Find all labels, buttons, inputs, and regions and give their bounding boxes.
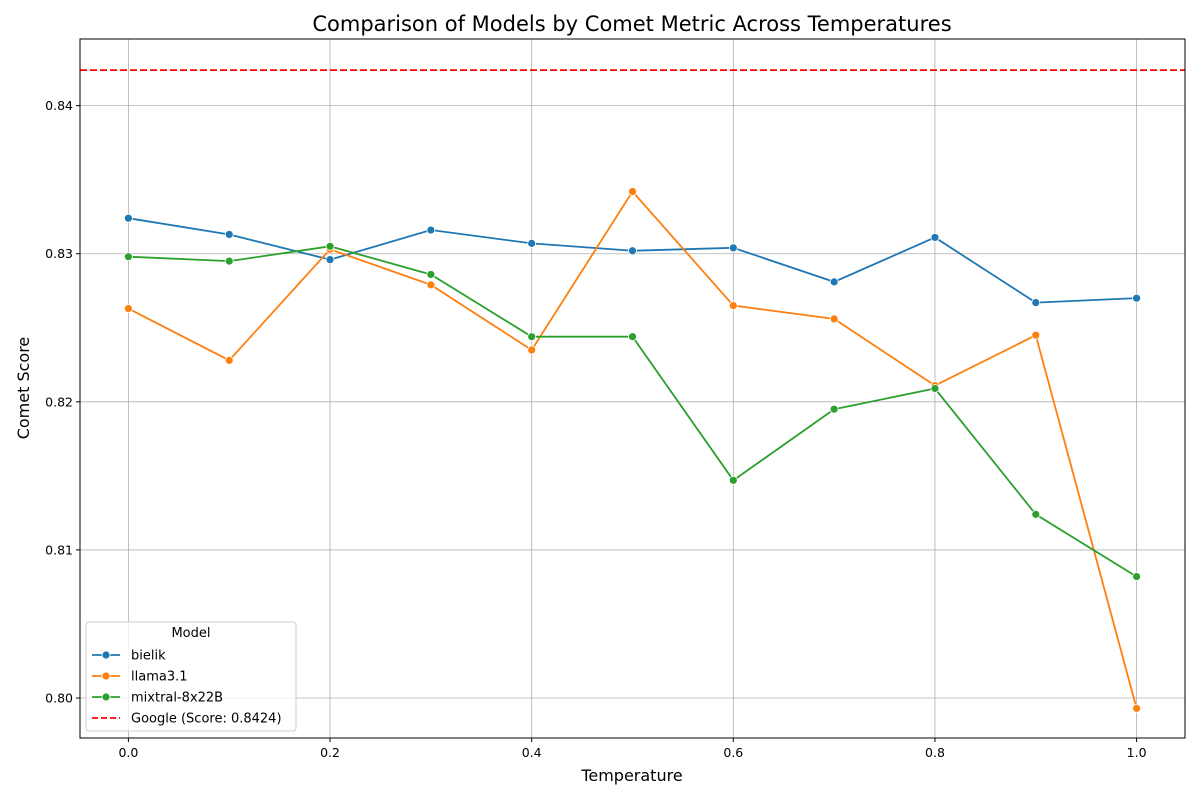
series-line-bielik [128, 217, 1137, 304]
data-point-mixtral-8x22B [426, 270, 436, 279]
legend-marker [101, 650, 111, 660]
data-point-bielik [325, 255, 335, 265]
x-tick-label: 0.6 [723, 745, 743, 760]
x-axis-label: Temperature [580, 766, 682, 785]
data-point-mixtral-8x22B [325, 241, 335, 251]
x-tick-label: 0.8 [925, 745, 945, 760]
chart-title: Comparison of Models by Comet Metric Acr… [312, 12, 951, 36]
y-axis-label: Comet Score [14, 337, 33, 440]
x-tick-label: 0.4 [522, 745, 542, 760]
y-tick-label: 0.82 [45, 394, 73, 409]
y-tick-label: 0.83 [45, 246, 73, 261]
data-point-mixtral-8x22B [527, 332, 537, 342]
data-point-llama3.1 [628, 187, 637, 196]
plot-frame [79, 38, 1186, 739]
data-point-llama3.1 [829, 314, 839, 324]
legend-box [85, 621, 297, 732]
data-point-llama3.1 [426, 280, 436, 290]
data-point-bielik [527, 238, 537, 248]
legend-label: Google (Score: 0.8424) [131, 712, 282, 727]
data-point-mixtral-8x22B [728, 475, 738, 485]
legend-item-llama3.1: llama3.1 [92, 670, 188, 685]
data-point-mixtral-8x22B [930, 384, 940, 393]
data-point-bielik [123, 213, 133, 223]
series-line-mixtral-8x22B [128, 245, 1138, 578]
y-axis: 0.80 0.81 0.82 0.83 0.84 [45, 98, 80, 706]
data-point-llama3.1 [123, 304, 133, 313]
legend-item-google: Google (Score: 0.8424) [92, 712, 282, 727]
data-point-llama3.1 [527, 345, 537, 355]
x-axis: 0.0 0.2 0.4 0.6 0.8 1.0 [118, 738, 1147, 760]
series-layer [123, 187, 1142, 713]
data-point-mixtral-8x22B [829, 404, 839, 414]
data-point-mixtral-8x22B [1132, 572, 1142, 581]
data-point-llama3.1 [1132, 703, 1142, 713]
data-point-bielik [728, 243, 738, 253]
data-point-llama3.1 [728, 301, 738, 310]
x-tick-label: 0.0 [118, 745, 138, 760]
data-point-mixtral-8x22B [224, 256, 234, 266]
legend-item-bielik: bielik [92, 649, 166, 664]
data-point-bielik [426, 225, 436, 235]
legend-label: mixtral-8x22B [131, 691, 223, 706]
data-point-llama3.1 [1031, 330, 1041, 340]
series-mixtral-8x22B [123, 241, 1142, 581]
y-tick-label: 0.81 [45, 542, 73, 557]
x-tick-label: 1.0 [1127, 745, 1147, 760]
data-point-bielik [1132, 293, 1142, 303]
legend-title: Model [171, 626, 210, 641]
data-point-mixtral-8x22B [123, 252, 133, 262]
data-point-bielik [224, 230, 234, 239]
data-point-llama3.1 [224, 355, 234, 365]
y-tick-label: 0.84 [45, 98, 73, 113]
data-point-mixtral-8x22B [628, 332, 637, 342]
legend-item-mixtral-8x22B: mixtral-8x22B [92, 691, 223, 706]
series-bielik [123, 213, 1142, 308]
data-point-bielik [930, 233, 940, 242]
legend-label: llama3.1 [131, 670, 188, 685]
legend-marker [101, 671, 111, 681]
legend-marker [101, 692, 111, 702]
data-point-bielik [829, 277, 839, 287]
x-tick-label: 0.2 [320, 745, 340, 760]
legend-label: bielik [131, 649, 166, 664]
data-point-mixtral-8x22B [1031, 509, 1041, 519]
y-tick-label: 0.80 [45, 691, 73, 706]
legend: Model bielik llama3.1 mixtral-8x22B Google … [85, 621, 297, 732]
data-point-bielik [628, 246, 637, 256]
data-point-bielik [1031, 298, 1041, 308]
